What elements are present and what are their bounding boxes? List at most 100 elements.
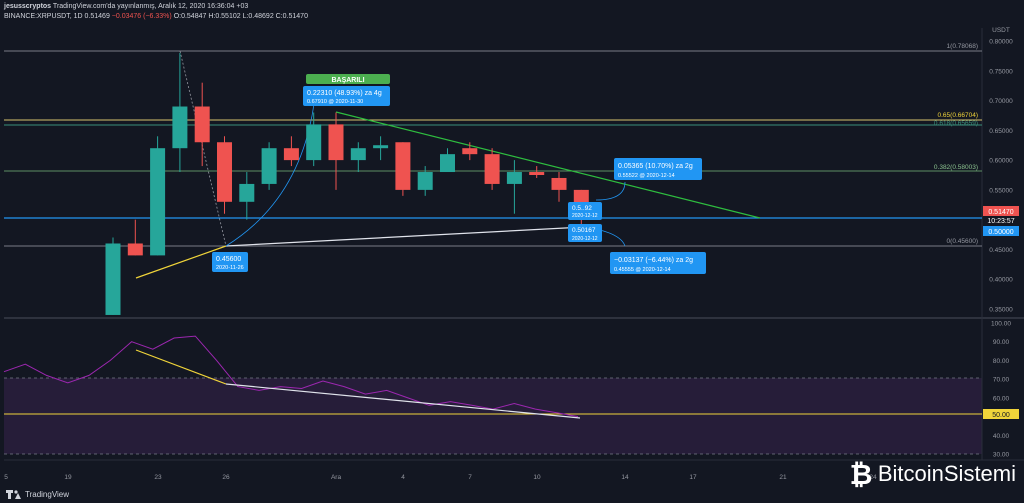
- measure-box-5: [568, 202, 602, 220]
- measure-box-2-sub: 2020-11-26: [216, 265, 244, 271]
- descending-trendline[interactable]: [335, 111, 761, 219]
- rsi-yellow-trendline[interactable]: [135, 349, 227, 385]
- currency-label: USDT: [992, 27, 1010, 34]
- candle-down[interactable]: [217, 142, 232, 202]
- candle-up[interactable]: [105, 243, 121, 315]
- measure-box-1: [303, 86, 390, 106]
- price-tick-label: 0.55000: [989, 187, 1013, 194]
- countdown-badge: [983, 216, 1019, 225]
- measure-box-6-sub: 0.45555 @ 2020-12-14: [614, 267, 671, 273]
- line-price-badge: [983, 226, 1019, 236]
- rsi-white-trendline[interactable]: [225, 383, 581, 419]
- measure-box-3-sub: 0.55522 @ 2020-12-14: [618, 173, 675, 179]
- measure-box-6-main: −0.03137 (−6.44%) za 2g: [614, 257, 693, 264]
- candle-down[interactable]: [551, 177, 567, 190]
- success-badge-text: BAŞARILI: [331, 77, 364, 84]
- candle-down[interactable]: [283, 148, 299, 161]
- measure-box-1-sub: 0.67910 @ 2020-11-30: [307, 99, 363, 105]
- rsi-50-badge: [983, 409, 1019, 419]
- site-watermark: ₿ BitcoinSistemi: [848, 459, 1016, 489]
- measure-box-4-sub: 2020-12-12: [572, 236, 598, 242]
- time-tick-label: 4: [401, 474, 405, 481]
- candle-up[interactable]: [306, 124, 322, 161]
- rsi-line: [3, 335, 579, 418]
- fib-label-1: 1(0.78068): [947, 43, 978, 50]
- ohlc: O:0.54847 H:0.55102 L:0.48692 C:0.51470: [173, 13, 308, 20]
- price-tick-label: 0.40000: [989, 277, 1013, 284]
- fib-label-065: 0.65(0.66704): [938, 112, 978, 119]
- time-tick-label: 23: [154, 474, 162, 481]
- measure-box-4: [568, 224, 602, 242]
- price-tick-label: 0.65000: [989, 128, 1013, 135]
- time-tick-label: Ara: [331, 474, 342, 481]
- site-name: BitcoinSistemi: [877, 461, 1016, 486]
- symbol: BINANCE:XRPUSDT, 1D: [4, 13, 83, 20]
- tradingview-label: TradingView: [25, 490, 70, 499]
- time-tick-label: 17: [689, 474, 697, 481]
- time-tick-label: 5: [4, 474, 8, 481]
- price-tick-label: 0.60000: [989, 158, 1013, 165]
- candle-up[interactable]: [417, 172, 433, 190]
- svg-text:₿: ₿: [849, 459, 872, 489]
- time-tick-label: 19: [64, 474, 72, 481]
- rsi-tick-label: 40.00: [993, 433, 1010, 440]
- fib-anchor-line: [179, 50, 227, 247]
- measure-box-3: [614, 158, 702, 180]
- fib-label-0618: 0.618(0.65659): [934, 120, 978, 127]
- rsi-tick-label: 90.00: [993, 339, 1010, 346]
- candle-up[interactable]: [506, 172, 522, 184]
- rsi-tick-label: 80.00: [993, 358, 1010, 365]
- price-tick-label: 0.75000: [989, 68, 1013, 75]
- header-line-1: jesusscryptos TradingView.com'da yayınla…: [4, 3, 248, 10]
- countdown-text: 10:23:57: [987, 218, 1014, 225]
- measure-box-1-main: 0.22310 (48.93%) za 4g: [307, 90, 382, 97]
- candle-up[interactable]: [150, 148, 166, 256]
- rsi-tick-label: 100.00: [991, 321, 1011, 328]
- candle-up[interactable]: [373, 145, 389, 149]
- candle-down[interactable]: [395, 142, 411, 190]
- time-tick-label: 21: [779, 474, 787, 481]
- support-trendline[interactable]: [225, 226, 585, 247]
- success-badge: [306, 74, 390, 84]
- candle-down[interactable]: [194, 106, 210, 143]
- projection-curve-target: [595, 181, 626, 201]
- price-ticks: 0.80000 0.75000 0.70000 0.65000 0.60000 0.550…: [989, 39, 1013, 314]
- candle-down[interactable]: [328, 124, 344, 161]
- candle-down[interactable]: [462, 148, 478, 155]
- rsi-50-badge-text: 50.00: [992, 412, 1010, 419]
- measure-box-5-sub: 2020-12-12: [572, 213, 598, 219]
- last-price-badge: [983, 206, 1019, 216]
- rsi-band: [4, 378, 982, 454]
- last-price-badge-text: 0.51470: [988, 209, 1013, 216]
- candle-up[interactable]: [239, 183, 255, 202]
- change: −0.03476 (−6.33%): [111, 13, 172, 20]
- bitcoin-icon: ₿: [849, 459, 872, 489]
- candle-up[interactable]: [261, 148, 277, 184]
- measure-box-2: [212, 252, 248, 272]
- published-info: TradingView.com'da yayınlanmış, Aralık 1…: [52, 3, 249, 10]
- time-tick-label: 14: [621, 474, 629, 481]
- fib-label-0: 0(0.45600): [947, 238, 978, 245]
- measure-box-2-main: 0.45600: [216, 256, 241, 263]
- time-tick-label: 10: [533, 474, 541, 481]
- yellow-trendline[interactable]: [135, 245, 227, 279]
- line-price-badge-text: 0.50000: [988, 229, 1013, 236]
- candle-down[interactable]: [529, 172, 545, 175]
- time-tick-label: 24: [869, 474, 877, 481]
- measure-box-5-main: 0.5..92: [572, 205, 592, 212]
- candle-up[interactable]: [440, 154, 455, 173]
- rsi-tick-label: 70.00: [993, 377, 1010, 384]
- candle-up[interactable]: [172, 106, 188, 149]
- measure-box-4-main: 0.50167: [572, 227, 596, 234]
- candle-down[interactable]: [127, 243, 143, 256]
- author: jesusscryptos: [4, 3, 52, 10]
- time-ticks: 5 19 23 26 Ara 4 7 10 14 17 21 24: [4, 474, 877, 481]
- candles-group: [105, 52, 589, 315]
- candle-down[interactable]: [484, 154, 500, 184]
- last-price: 0.51469: [84, 13, 110, 20]
- candle-up[interactable]: [350, 148, 366, 161]
- rsi-ticks: 100.00 90.00 80.00 70.00 60.00 40.00 30.00: [991, 321, 1011, 459]
- tradingview-logo[interactable]: TradingView: [6, 490, 69, 499]
